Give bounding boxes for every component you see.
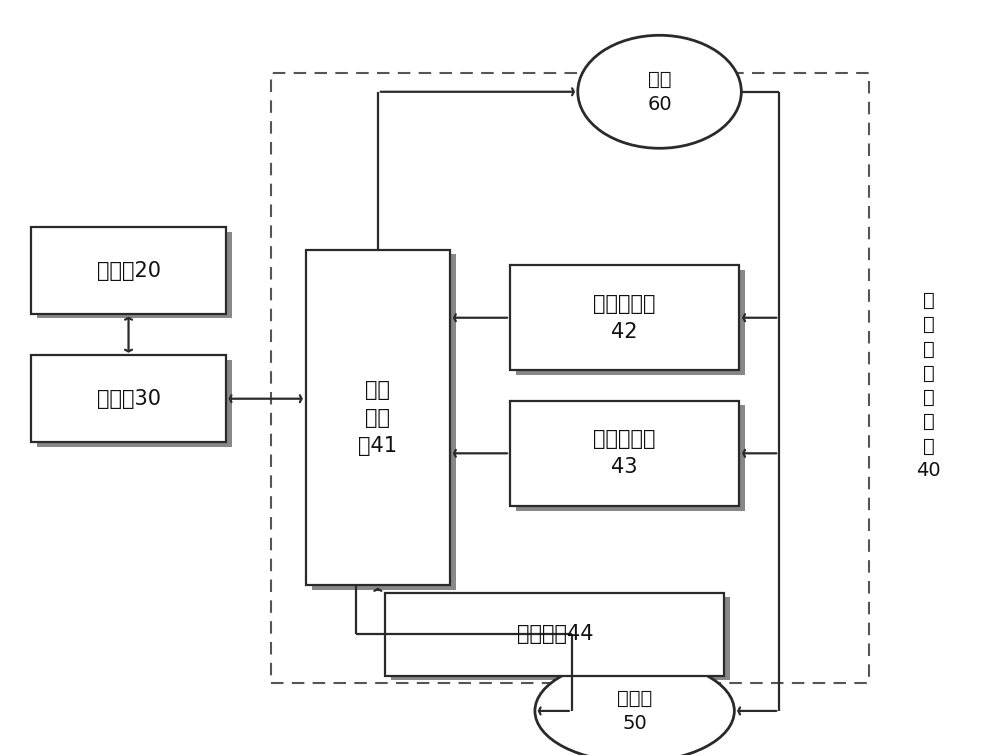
Text: 温度传感器
42: 温度传感器 42 — [593, 294, 656, 342]
Bar — [312, 255, 456, 590]
Bar — [391, 597, 730, 680]
Ellipse shape — [535, 660, 734, 756]
Bar — [510, 265, 739, 370]
Text: 温
湿
度
监
控
装
置
40: 温 湿 度 监 控 装 置 40 — [916, 291, 941, 480]
Text: 风扇
60: 风扇 60 — [647, 70, 672, 113]
Bar — [516, 270, 745, 375]
Text: 湿度传感器
43: 湿度传感器 43 — [593, 429, 656, 477]
Bar — [31, 228, 226, 314]
Text: 交换机30: 交换机30 — [97, 389, 161, 409]
Text: 电源模块44: 电源模块44 — [517, 624, 593, 644]
Ellipse shape — [578, 36, 741, 148]
Bar — [37, 232, 232, 318]
Bar — [37, 360, 232, 447]
Text: 前置机20: 前置机20 — [97, 261, 161, 280]
Text: 核心
控制
板41: 核心 控制 板41 — [358, 380, 397, 456]
Bar — [510, 401, 739, 506]
Bar — [271, 73, 869, 683]
Bar — [516, 405, 745, 510]
Bar — [31, 355, 226, 442]
Bar — [385, 593, 724, 676]
Bar — [306, 250, 450, 585]
Text: 加热器
50: 加热器 50 — [617, 689, 652, 733]
